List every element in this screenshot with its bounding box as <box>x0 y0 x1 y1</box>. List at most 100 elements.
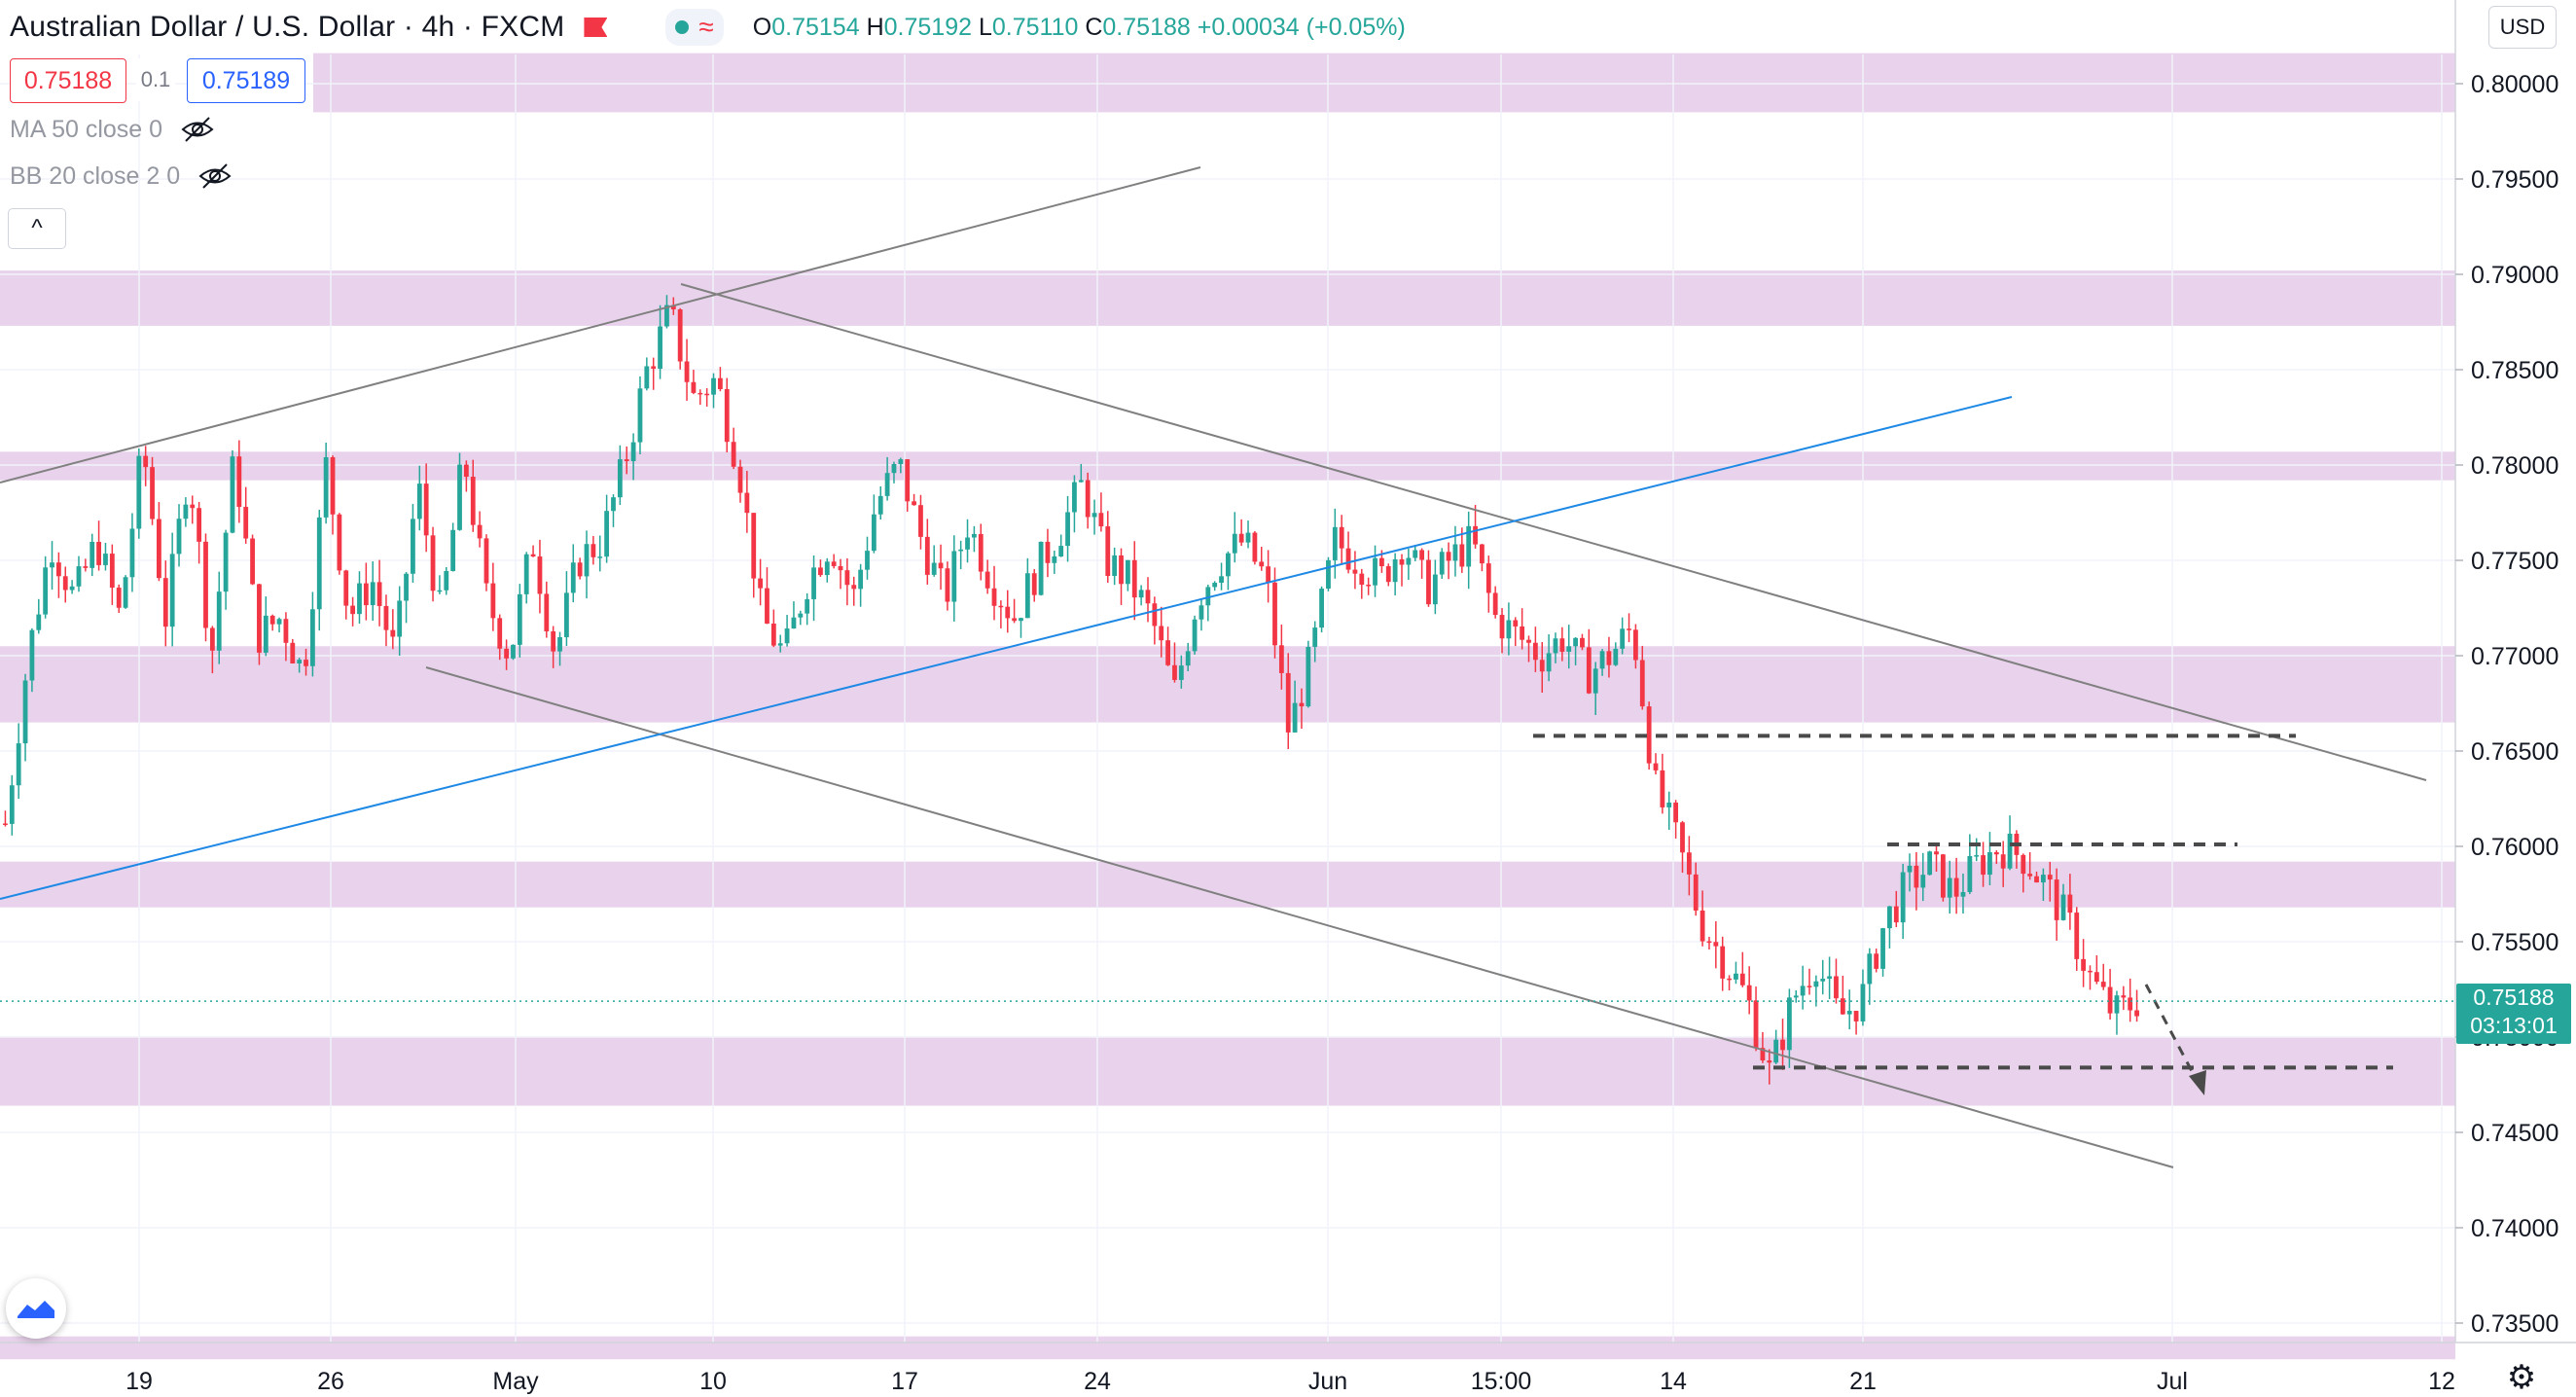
candle-body <box>1646 706 1652 764</box>
candle-body <box>1045 541 1051 563</box>
descending-resistance-line[interactable] <box>680 283 2427 781</box>
time-tick-label: 21 <box>1849 1368 1877 1395</box>
candle-body <box>1927 851 1933 876</box>
candle-body <box>183 504 189 519</box>
candle-body <box>737 466 743 493</box>
candle-body <box>276 619 282 625</box>
candle-body <box>477 524 483 539</box>
price-zone <box>0 1037 2455 1106</box>
candle-body <box>717 377 723 390</box>
candle-body <box>1981 855 1986 876</box>
collapse-indicators-button[interactable]: ^ <box>8 208 66 249</box>
candle-body <box>230 456 235 533</box>
hidden-eye-icon[interactable] <box>180 115 215 144</box>
candle-body <box>290 642 296 663</box>
candle-body <box>309 609 315 666</box>
candle-body <box>376 582 382 606</box>
candle-body <box>564 592 569 637</box>
candle-body <box>1385 566 1391 583</box>
candle-body <box>1452 544 1458 561</box>
candle-body <box>798 613 804 618</box>
descending-support-line[interactable] <box>425 666 2174 1168</box>
buy-price-button[interactable]: 0.75189 <box>187 58 305 103</box>
candle-body <box>62 576 68 591</box>
price-tick-label: 0.76500 <box>2471 738 2558 766</box>
tradingview-logo[interactable] <box>6 1278 66 1339</box>
candle-body <box>1212 583 1218 588</box>
candle-body <box>1553 638 1558 654</box>
candle-body <box>9 785 15 824</box>
candle-body <box>497 618 503 649</box>
candle-body <box>1753 1000 1759 1049</box>
candle-body <box>1813 981 1819 987</box>
candle-body <box>1492 592 1498 616</box>
close-value: 0.75188 <box>1102 13 1191 41</box>
candle-body <box>1125 559 1130 585</box>
price-tick-label: 0.74500 <box>2471 1120 2558 1147</box>
broken-trendline[interactable] <box>0 396 2013 900</box>
candle-body <box>1426 559 1431 605</box>
candle-body <box>1673 802 1679 823</box>
candle-body <box>1727 978 1732 981</box>
price-tick-label: 0.78500 <box>2471 357 2558 384</box>
candle-body <box>1767 1060 1772 1063</box>
candle-body <box>116 588 122 608</box>
candle-body <box>511 644 516 659</box>
candle-body <box>1112 555 1118 577</box>
symbol-title[interactable]: Australian Dollar / U.S. Dollar · 4h · F… <box>10 11 565 43</box>
channel-upper-line[interactable] <box>0 166 1201 484</box>
candle-body <box>1226 553 1231 577</box>
currency-button[interactable]: USD <box>2488 6 2557 49</box>
candle-body <box>1446 552 1451 561</box>
candle-body <box>971 533 977 538</box>
last-price-value: 0.75188 <box>2473 985 2555 1010</box>
hidden-eye-icon[interactable] <box>197 161 233 191</box>
candle-body <box>517 593 522 645</box>
indicator-ma[interactable]: MA 50 close 0 <box>10 115 215 144</box>
candle-body <box>2121 995 2127 998</box>
candle-body <box>1827 976 1833 980</box>
candle-body <box>744 492 750 514</box>
sell-price-button[interactable]: 0.75188 <box>10 58 126 103</box>
candle-body <box>557 636 562 652</box>
candle-body <box>1974 855 1980 857</box>
candle-body <box>203 541 208 628</box>
candle-body <box>470 477 476 525</box>
candle-body <box>651 366 657 370</box>
candle-body <box>924 536 930 575</box>
candle-body <box>758 578 764 589</box>
candle-body <box>865 551 870 570</box>
candle-body <box>1238 533 1244 543</box>
candle-body <box>416 484 422 519</box>
candle-body <box>136 455 142 529</box>
candle-body <box>1706 941 1712 944</box>
candle-body <box>805 598 810 614</box>
candle-body <box>1887 906 1892 929</box>
indicator-bb[interactable]: BB 20 close 2 0 <box>10 161 233 191</box>
candle-body <box>1473 525 1478 545</box>
candle-body <box>2134 1010 2139 1017</box>
candle-body <box>711 377 716 395</box>
candle-body <box>951 551 957 602</box>
settings-gear-icon[interactable]: ⚙ <box>2506 1359 2537 1396</box>
candle-body <box>570 562 576 593</box>
candle-body <box>624 459 629 462</box>
candle-body <box>1285 672 1291 733</box>
candle-body <box>1760 1048 1766 1061</box>
candle-body <box>283 619 289 643</box>
candle-body <box>1205 587 1211 606</box>
candle-body <box>2040 875 2046 883</box>
candle-body <box>1085 480 1091 518</box>
market-status-pill[interactable]: ≈ <box>665 9 724 46</box>
price-zone <box>0 861 2455 908</box>
candle-body <box>483 538 489 584</box>
candle-body <box>731 442 736 467</box>
bar-countdown: 03:13:01 <box>2470 1013 2558 1038</box>
candle-body <box>1746 985 1752 1001</box>
candle-body <box>1580 637 1585 648</box>
flag-icon[interactable] <box>584 18 608 37</box>
candle-body <box>1058 546 1064 556</box>
candle-body <box>965 537 970 550</box>
candle-body <box>1319 589 1324 628</box>
